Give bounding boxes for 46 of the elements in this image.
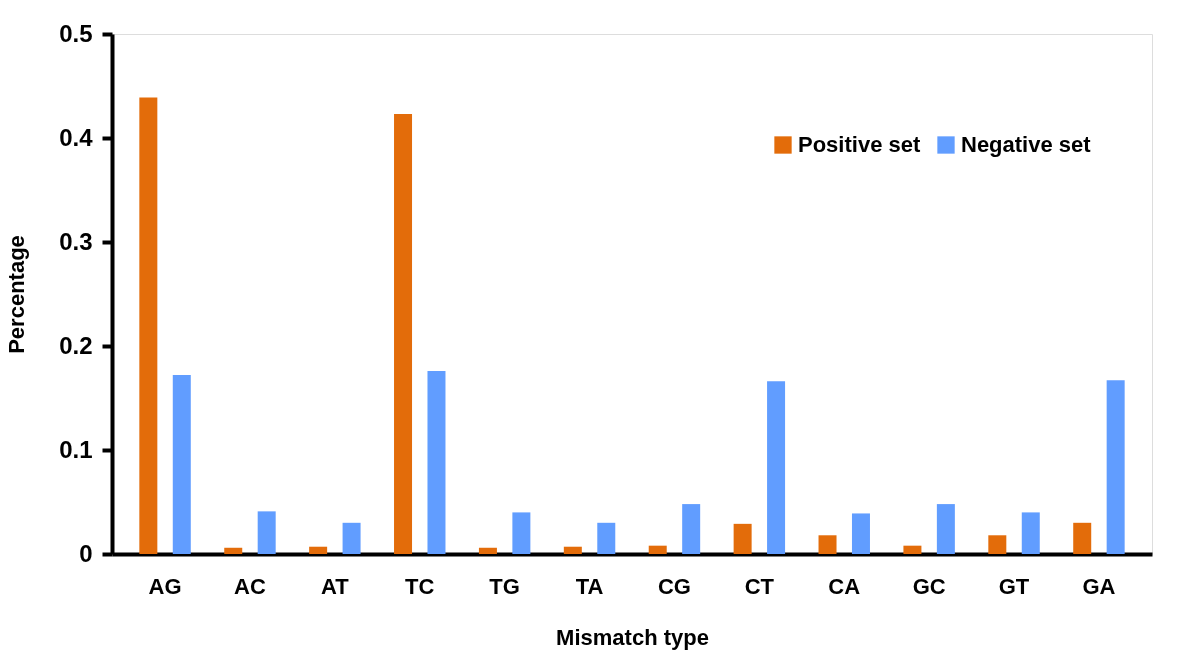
bar (257, 511, 276, 554)
bar (224, 547, 243, 554)
x-tick-label: AC (234, 573, 266, 599)
legend-label: Negative set (961, 132, 1092, 157)
x-tick-label: GC (912, 573, 946, 599)
bar (139, 97, 158, 554)
x-tick-label: TC (405, 573, 435, 599)
bar (309, 546, 328, 554)
bar (563, 546, 582, 554)
x-tick-label: GT (998, 573, 1030, 599)
bar (1073, 522, 1092, 554)
bar (733, 523, 752, 554)
x-tick-label: AT (321, 573, 350, 599)
bar (988, 535, 1007, 554)
bar (597, 522, 616, 554)
y-tick-label: 0.4 (59, 123, 94, 151)
bar (394, 114, 413, 554)
bar (903, 545, 922, 554)
legend-label: Positive set (798, 132, 921, 157)
bar (851, 513, 870, 554)
y-tick-label: 0.3 (59, 227, 93, 255)
y-tick-label: 0 (79, 539, 93, 567)
y-axis-title: Percentage (4, 235, 30, 354)
bar (818, 535, 837, 554)
bar (767, 381, 786, 554)
x-tick-label: TG (489, 573, 520, 599)
bar (1106, 380, 1125, 554)
x-tick-label: CG (657, 573, 691, 599)
x-tick-label: GA (1082, 573, 1116, 599)
bar (342, 522, 361, 554)
bar (427, 370, 446, 554)
bar (172, 375, 191, 554)
bar (1021, 512, 1040, 554)
bar (936, 504, 955, 554)
bar (478, 547, 497, 554)
x-tick-label: CT (744, 573, 775, 599)
x-axis-title: Mismatch type (556, 624, 709, 650)
bar (512, 512, 531, 554)
y-tick-label: 0.2 (59, 331, 93, 359)
y-tick-label: 0.5 (59, 19, 93, 47)
bar (648, 545, 667, 554)
x-tick-label: AG (148, 573, 182, 599)
bar (682, 504, 701, 554)
y-tick-label: 0.1 (59, 435, 93, 463)
x-tick-label: TA (575, 573, 604, 599)
x-tick-label: CA (828, 573, 861, 599)
